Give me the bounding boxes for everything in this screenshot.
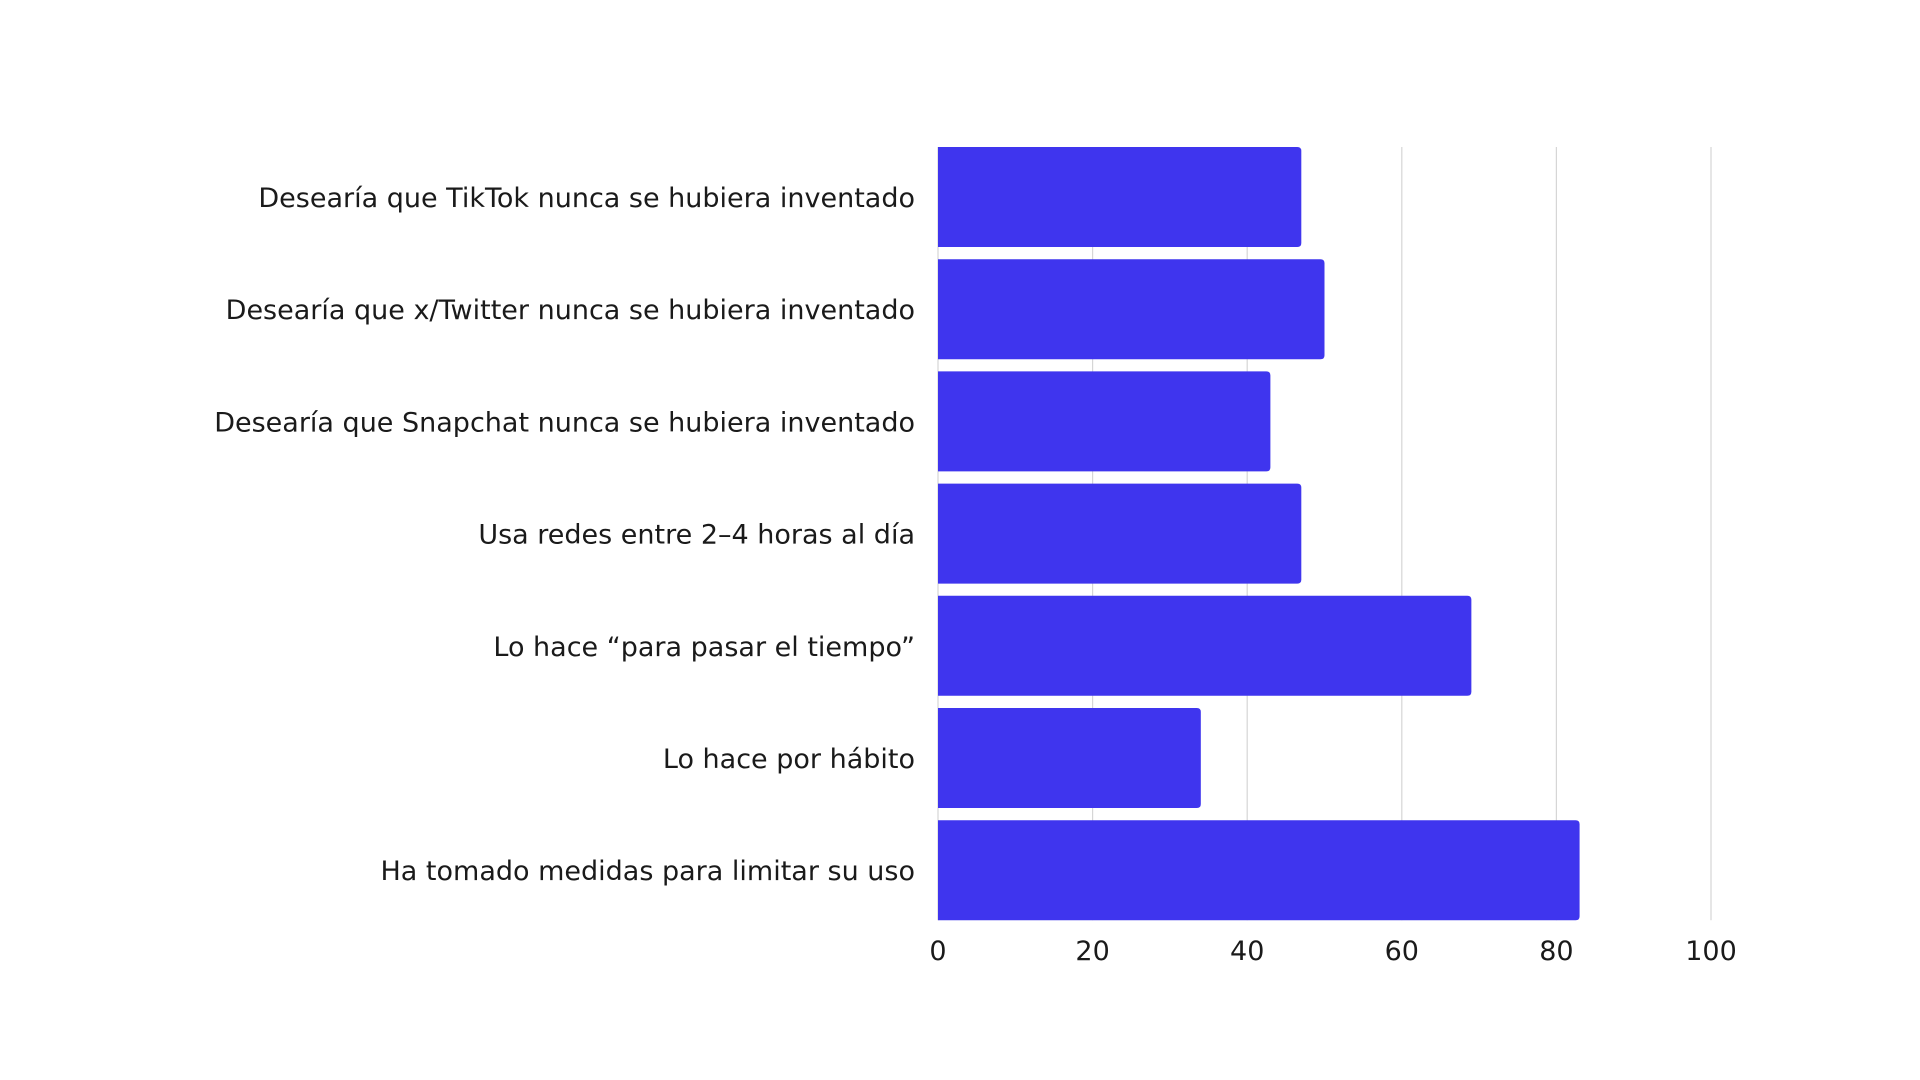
- category-label: Usa redes entre 2–4 horas al día: [478, 520, 915, 551]
- category-labels: Desearía que TikTok nunca se hubiera inv…: [214, 183, 915, 887]
- bar-3: [938, 371, 1271, 472]
- bars: [938, 147, 1580, 921]
- category-label: Lo hace por hábito: [663, 744, 915, 775]
- bar-7: [938, 820, 1580, 921]
- bar-6: [938, 708, 1201, 808]
- x-axis-tick-labels: 0 20 40 60 80 100: [929, 936, 1736, 967]
- bar-2: [938, 259, 1325, 360]
- bar-4: [938, 483, 1302, 584]
- x-tick-label: 100: [1685, 936, 1737, 967]
- category-label: Lo hace “para pasar el tiempo”: [493, 632, 915, 663]
- x-tick-label: 20: [1075, 936, 1109, 967]
- x-tick-label: 0: [929, 936, 946, 967]
- category-label: Ha tomado medidas para limitar su uso: [380, 856, 915, 887]
- category-label: Desearía que x/Twitter nunca se hubiera …: [226, 295, 915, 326]
- category-label: Desearía que Snapchat nunca se hubiera i…: [214, 407, 915, 438]
- x-tick-label: 40: [1230, 936, 1264, 967]
- x-tick-label: 60: [1385, 936, 1419, 967]
- x-tick-label: 80: [1539, 936, 1573, 967]
- bar-5: [938, 595, 1472, 696]
- bar-1: [938, 147, 1302, 247]
- category-label: Desearía que TikTok nunca se hubiera inv…: [258, 183, 915, 214]
